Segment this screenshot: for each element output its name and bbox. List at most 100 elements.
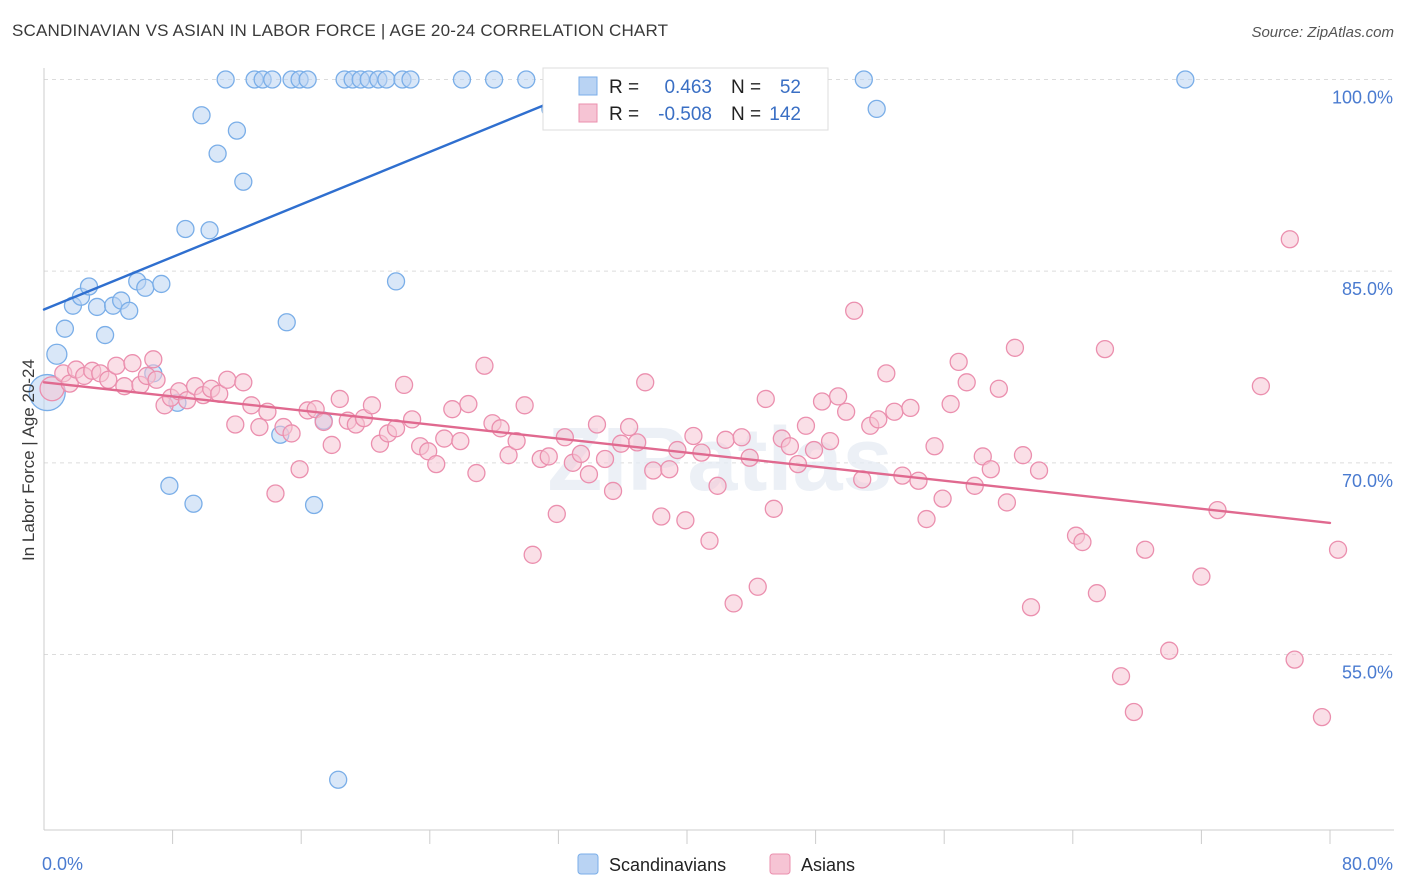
asians-point-55 — [475, 356, 494, 375]
scandinavians-point-53 — [1176, 70, 1195, 89]
asians-point-132 — [1160, 641, 1179, 660]
asians-point-128 — [1095, 339, 1115, 359]
asians-point-60 — [515, 396, 534, 415]
tick-labels: 100.0% 85.0% 70.0% 55.0% 0.0% 80.0% — [42, 88, 1393, 875]
scandinavians-point-21 — [208, 144, 227, 163]
x-tick-label-0: 0.0% — [42, 854, 83, 874]
asians-point-36 — [322, 435, 341, 455]
asians-point-123 — [1021, 598, 1041, 617]
legend-n-value-scandinavians: 52 — [780, 77, 801, 98]
legend-n-label-scandinavians: N = — [731, 77, 761, 98]
asians-point-37 — [330, 389, 349, 409]
scandinavians-point-44 — [401, 70, 420, 89]
legend-swatch-asians — [578, 103, 598, 123]
asians-point-24 — [226, 415, 245, 434]
asians-point-110 — [917, 509, 936, 529]
asians-point-67 — [571, 444, 591, 464]
asians-point-135 — [1251, 377, 1271, 396]
series-legend-label-scandinavians: Scandinavians — [609, 855, 726, 875]
y-axis-label: In Labor Force | Age 20-24 — [19, 359, 38, 561]
asians-point-68 — [579, 465, 599, 484]
scandinavians-point-6 — [87, 297, 107, 317]
x-tick-label-1: 80.0% — [1342, 854, 1393, 874]
asians-point-130 — [1124, 702, 1144, 722]
scandinavians-point-2 — [55, 319, 75, 338]
scandinavians-point-51 — [867, 99, 886, 119]
asians-point-101 — [845, 301, 864, 320]
legend-n-label-asians: N = — [731, 104, 761, 125]
asians-point-78 — [660, 460, 679, 479]
gridlines — [44, 79, 1394, 655]
scandinavians-point-19 — [192, 106, 211, 125]
y-tick-label-0: 100.0% — [1332, 88, 1393, 108]
asians-point-85 — [716, 430, 735, 449]
asians-point-131 — [1135, 540, 1155, 559]
scandinavians-point-18 — [184, 494, 203, 513]
asians-point-63 — [539, 447, 558, 466]
stats-legend: R = 0.463 N = 52 R = -0.508 N = 142 — [542, 67, 829, 131]
asians-point-89 — [748, 577, 767, 596]
chart-title: SCANDINAVIAN VS ASIAN IN LABOR FORCE | A… — [12, 21, 669, 40]
legend-n-value-asians: 142 — [769, 104, 801, 125]
asians-point-121 — [1005, 338, 1025, 357]
asians-point-25 — [234, 373, 253, 392]
asians-point-124 — [1029, 461, 1049, 480]
scandinavians-point-7 — [95, 325, 115, 345]
asians-point-8 — [107, 356, 126, 375]
asians-point-99 — [828, 387, 848, 406]
scandinavians-point-41 — [377, 70, 396, 89]
asians-point-32 — [290, 460, 309, 479]
asians-point-113 — [941, 394, 960, 414]
asians-point-23 — [218, 370, 237, 389]
scandinavians-point-24 — [234, 172, 253, 191]
asians-point-58 — [499, 446, 518, 465]
asians-point-57 — [491, 419, 510, 438]
asians-point-10 — [123, 354, 142, 373]
asians-point-35 — [314, 412, 333, 432]
asians-point-46 — [402, 410, 422, 429]
asians-point-51 — [443, 400, 462, 419]
chart-source: Source: ZipAtlas.com — [1251, 24, 1394, 41]
asians-point-70 — [595, 449, 615, 469]
asians-point-71 — [603, 481, 623, 501]
asians-point-77 — [652, 507, 671, 526]
asians-point-114 — [949, 352, 968, 372]
asians-point-105 — [877, 364, 896, 383]
legend-r-label-asians: R = — [609, 104, 639, 125]
scandinavians-point-47 — [517, 70, 536, 89]
asians-point-49 — [427, 454, 446, 474]
asians-point-112 — [933, 489, 952, 508]
scandinavians-point-27 — [263, 70, 282, 89]
asians-point-111 — [925, 437, 944, 456]
scandinavians-point-22 — [216, 70, 235, 89]
asians-point-75 — [636, 373, 655, 392]
asians-point-120 — [997, 493, 1017, 512]
asians-point-76 — [644, 461, 663, 480]
scandinavians-point-33 — [304, 495, 324, 515]
scandinavians-point-52 — [854, 70, 873, 89]
scandinavians-point-35 — [329, 770, 348, 789]
asians-point-100 — [836, 402, 856, 421]
scandinavians-point-14 — [152, 274, 171, 294]
asians-point-59 — [507, 431, 526, 451]
asians-point-65 — [555, 428, 574, 447]
asians-point-96 — [804, 440, 824, 460]
asians-point-108 — [901, 398, 920, 418]
scandinavians-point-20 — [200, 221, 219, 240]
scandinavians-point-10 — [120, 301, 139, 320]
asians-point-81 — [684, 426, 703, 446]
asians-point-90 — [756, 389, 775, 409]
legend-r-label-scandinavians: R = — [609, 77, 639, 98]
asians-point-136 — [1280, 230, 1299, 249]
asians-point-139 — [1328, 540, 1348, 559]
asians-point-126 — [1073, 532, 1092, 552]
asians-point-84 — [708, 476, 727, 495]
asians-point-52 — [451, 431, 470, 451]
asians-point-14 — [147, 370, 166, 389]
asians-point-119 — [989, 379, 1009, 398]
asians-point-129 — [1111, 667, 1131, 686]
scandinavians-point-46 — [484, 70, 504, 89]
asians-trend-line — [42, 381, 1332, 525]
asians-point-83 — [700, 531, 719, 550]
